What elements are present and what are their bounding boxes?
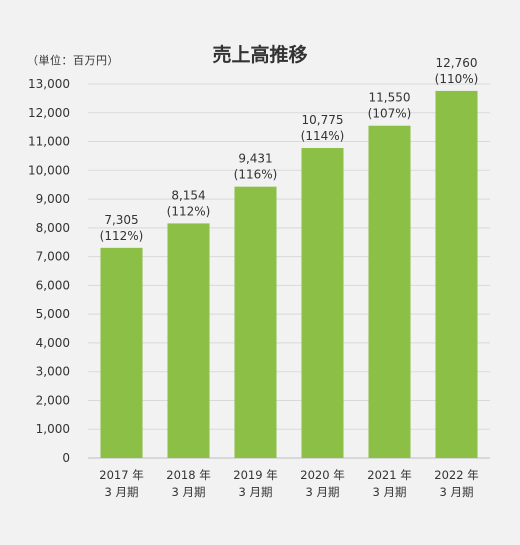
- bar: [234, 186, 277, 459]
- x-category-period: 3 月期: [373, 485, 407, 499]
- y-tick-label: 12,000: [28, 106, 70, 120]
- x-category-period: 3 月期: [172, 485, 206, 499]
- bar-growth-label: (107%): [368, 107, 412, 121]
- x-category-period: 3 月期: [440, 485, 474, 499]
- bar: [301, 148, 344, 458]
- x-category-year: 2020 年: [300, 468, 344, 482]
- x-category-year: 2022 年: [434, 468, 478, 482]
- bar: [100, 247, 143, 458]
- y-tick-label: 2,000: [36, 393, 70, 407]
- y-tick-label: 6,000: [36, 278, 70, 292]
- y-tick-label: 7,000: [36, 250, 70, 264]
- bar-value-label: 8,154: [171, 188, 205, 202]
- y-tick-label: 10,000: [28, 163, 70, 177]
- bar-growth-label: (110%): [435, 72, 479, 86]
- bar-value-label: 12,760: [436, 56, 478, 70]
- bar: [368, 125, 411, 458]
- bar-growth-label: (116%): [234, 168, 278, 182]
- x-category-period: 3 月期: [105, 485, 139, 499]
- x-category-year: 2021 年: [367, 468, 411, 482]
- y-tick-label: 1,000: [36, 422, 70, 436]
- y-tick-label: 11,000: [28, 135, 70, 149]
- bar-growth-label: (112%): [100, 229, 144, 243]
- y-tick-label: 0: [62, 451, 70, 465]
- x-category-year: 2018 年: [166, 468, 210, 482]
- y-tick-label: 13,000: [28, 77, 70, 91]
- bar-value-label: 10,775: [302, 113, 344, 127]
- chart-title: 売上高推移: [212, 44, 308, 66]
- y-tick-label: 5,000: [36, 307, 70, 321]
- bar-value-label: 11,550: [369, 91, 411, 105]
- y-tick-label: 8,000: [36, 221, 70, 235]
- bar-growth-label: (112%): [167, 204, 211, 218]
- bar-value-label: 9,431: [238, 152, 272, 166]
- x-category-period: 3 月期: [306, 485, 340, 499]
- y-tick-label: 4,000: [36, 336, 70, 350]
- bar-growth-label: (114%): [301, 129, 345, 143]
- y-tick-label: 3,000: [36, 365, 70, 379]
- bar: [167, 223, 210, 458]
- unit-label: （単位：百万円）: [27, 54, 119, 67]
- bar-value-label: 7,305: [104, 213, 138, 227]
- bar: [435, 90, 478, 459]
- x-category-year: 2017 年: [99, 468, 143, 482]
- y-tick-label: 9,000: [36, 192, 70, 206]
- x-category-year: 2019 年: [233, 468, 277, 482]
- x-category-period: 3 月期: [239, 485, 273, 499]
